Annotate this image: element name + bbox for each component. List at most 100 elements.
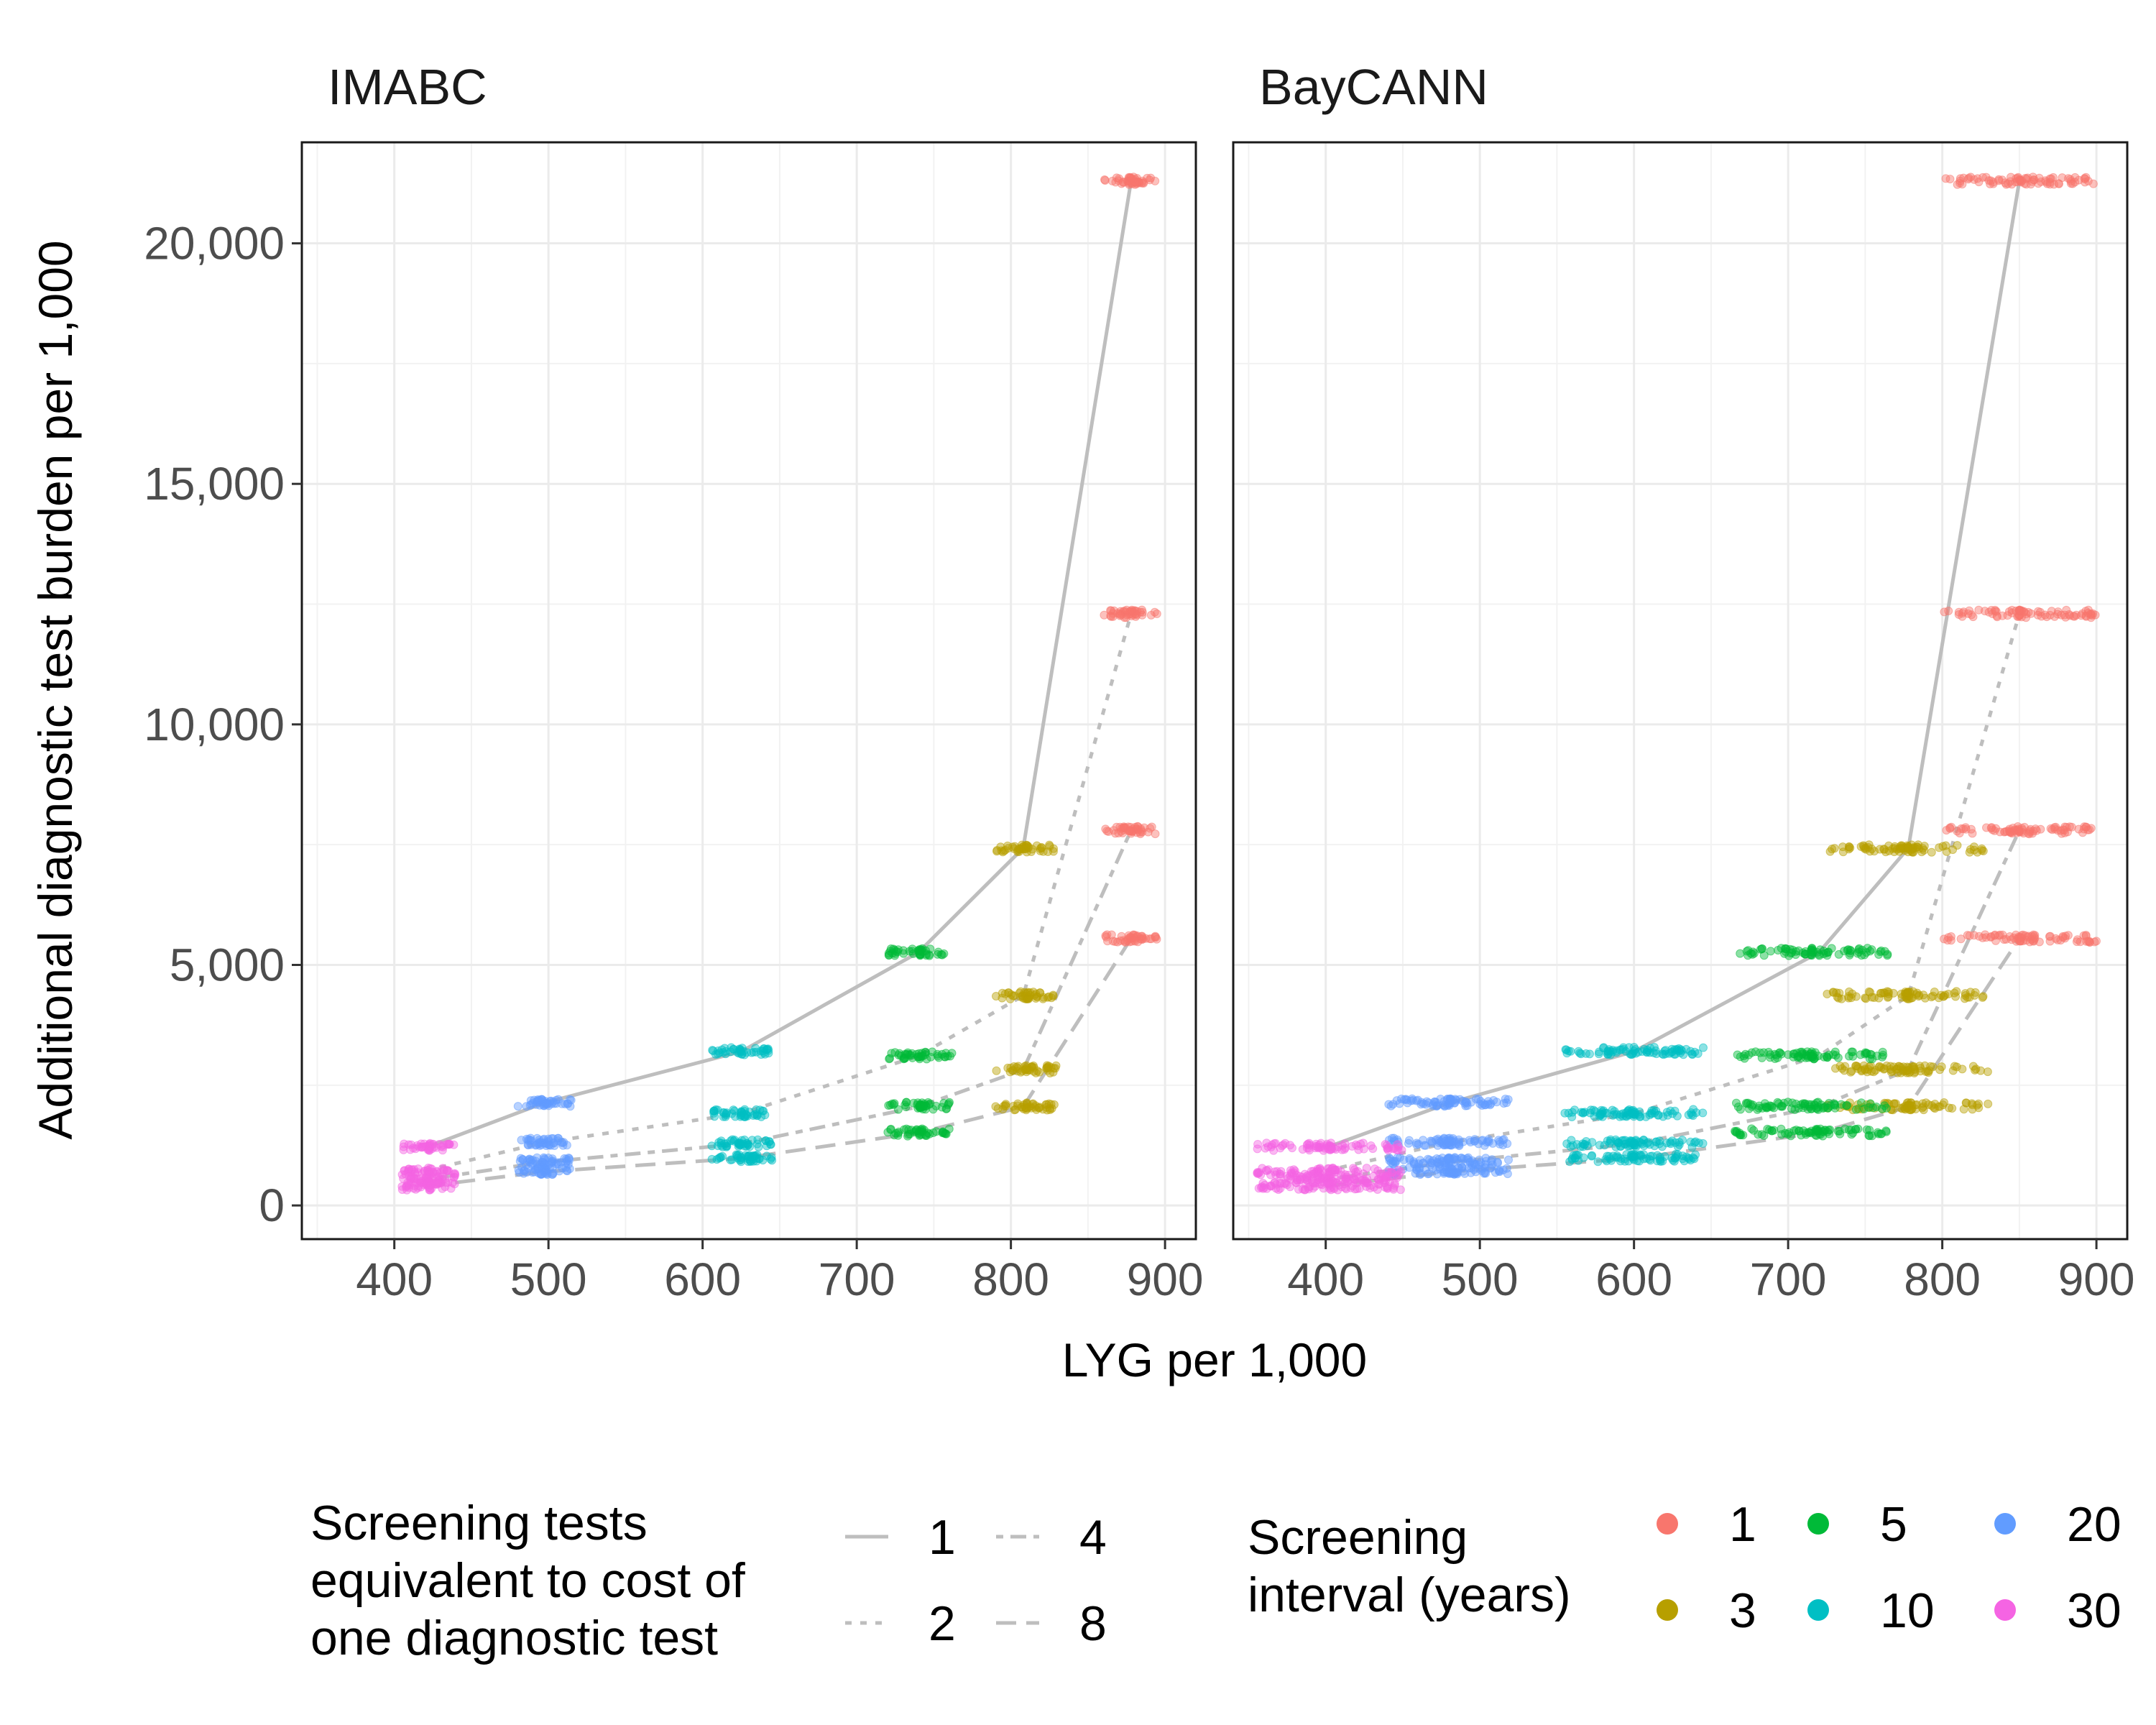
data-point xyxy=(1117,827,1125,836)
data-point xyxy=(1757,944,1766,954)
data-point xyxy=(1941,174,1950,183)
data-point xyxy=(2046,824,2055,833)
data-point xyxy=(1982,823,1991,832)
data-point xyxy=(544,1136,553,1145)
data-point xyxy=(2050,612,2059,621)
data-point xyxy=(449,1140,459,1149)
data-point xyxy=(1848,1052,1858,1061)
data-point xyxy=(1288,1144,1296,1153)
x-tick-label: 800 xyxy=(972,1254,1049,1305)
data-point xyxy=(1921,1098,1930,1108)
data-point xyxy=(2079,824,2088,834)
panel-baycann-title: BayCANN xyxy=(1259,59,1488,115)
x-tick-label: 600 xyxy=(1595,1254,1672,1305)
panel-imabc-title: IMABC xyxy=(328,59,487,115)
data-point xyxy=(1781,947,1790,956)
legend-linetype-label: 8 xyxy=(1079,1596,1107,1651)
data-point xyxy=(1757,1053,1766,1062)
data-point xyxy=(421,1142,430,1151)
data-point xyxy=(740,1112,750,1121)
data-point xyxy=(1992,611,2001,620)
data-point xyxy=(1024,842,1033,852)
data-point xyxy=(745,1151,754,1160)
data-point xyxy=(2069,612,2078,621)
data-point xyxy=(1692,1108,1701,1117)
data-point xyxy=(1909,847,1918,857)
data-point xyxy=(947,1049,957,1058)
data-point xyxy=(1952,1062,1961,1072)
panel-baycann-x-axis: 400 500 600 700 800 900 xyxy=(1287,1239,2134,1305)
data-point xyxy=(1656,1157,1665,1166)
data-point xyxy=(721,1112,730,1121)
data-point xyxy=(937,1049,946,1059)
data-point xyxy=(1467,1098,1476,1107)
data-point xyxy=(1903,988,1912,998)
data-point xyxy=(890,1131,899,1140)
data-point xyxy=(2058,825,2068,834)
data-point xyxy=(1959,1105,1968,1114)
data-point xyxy=(525,1155,534,1164)
data-point xyxy=(757,1106,767,1116)
data-point xyxy=(1317,1180,1327,1190)
data-point xyxy=(1045,840,1054,850)
data-point xyxy=(528,1168,537,1177)
data-point xyxy=(1942,826,1951,835)
data-point xyxy=(1483,1136,1493,1146)
data-point xyxy=(413,1183,423,1192)
data-point xyxy=(1674,1140,1684,1149)
data-point xyxy=(1123,936,1132,945)
x-tick-label: 500 xyxy=(1442,1254,1519,1305)
data-point xyxy=(558,1164,567,1173)
data-point xyxy=(913,946,923,955)
data-point xyxy=(1764,1047,1773,1057)
data-point xyxy=(1026,988,1035,997)
data-point xyxy=(2042,612,2051,622)
data-point xyxy=(1648,1151,1657,1161)
data-point xyxy=(1146,934,1156,944)
data-point xyxy=(1746,1100,1755,1109)
data-point xyxy=(1736,1130,1745,1139)
data-point xyxy=(993,1104,1003,1113)
panel-imabc: IMABC 400 500 600 700 800 900 xyxy=(300,59,1204,1305)
panel-imabc-points xyxy=(397,172,1161,1195)
legend-linetype-title-line-3: one diagnostic test xyxy=(310,1611,718,1665)
legend-color-key-5 xyxy=(1807,1513,1829,1535)
data-point xyxy=(1001,1102,1010,1110)
data-point xyxy=(1383,1183,1392,1192)
data-point xyxy=(1620,1154,1629,1164)
legend-color: Screening interval (years) 1 3 5 10 20 30 xyxy=(1248,1497,2122,1638)
data-point xyxy=(1021,1064,1031,1074)
legend-color-keys: 1 3 5 10 20 30 xyxy=(1657,1497,2122,1638)
data-point xyxy=(1783,1098,1792,1107)
data-point xyxy=(1630,1141,1639,1150)
data-point xyxy=(1495,1167,1504,1177)
data-point xyxy=(1578,1142,1588,1151)
data-point xyxy=(1966,845,1975,854)
data-point xyxy=(1008,1066,1018,1075)
data-point xyxy=(713,1141,722,1151)
data-point xyxy=(1628,1152,1637,1162)
data-point xyxy=(517,1136,526,1145)
x-tick-label: 900 xyxy=(1127,1254,1204,1305)
data-point xyxy=(1260,1183,1269,1192)
data-point xyxy=(1475,1100,1485,1108)
y-tick-label: 10,000 xyxy=(144,699,285,750)
data-point xyxy=(1857,1098,1866,1108)
data-point xyxy=(1595,1141,1604,1150)
data-point xyxy=(921,949,931,959)
data-point xyxy=(2045,937,2055,946)
data-point xyxy=(1392,1171,1401,1180)
data-point xyxy=(565,1164,574,1174)
data-point xyxy=(438,1184,447,1193)
data-point xyxy=(934,947,943,957)
data-point xyxy=(1927,847,1936,857)
data-point xyxy=(926,1052,935,1062)
x-tick-label: 400 xyxy=(356,1254,433,1305)
data-point xyxy=(1853,949,1862,958)
data-point xyxy=(1413,1095,1422,1105)
data-point xyxy=(1015,992,1025,1001)
data-point xyxy=(1959,607,1968,617)
data-point xyxy=(1404,1138,1413,1148)
data-point xyxy=(1944,607,1953,615)
